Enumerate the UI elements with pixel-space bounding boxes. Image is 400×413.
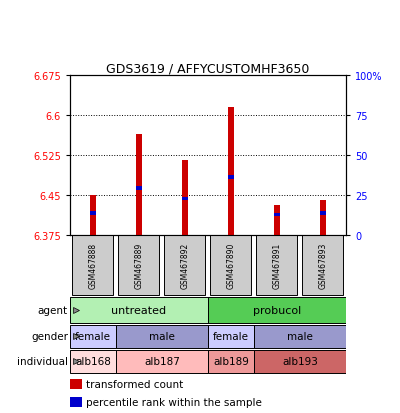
Text: GSM467889: GSM467889: [134, 242, 144, 289]
FancyBboxPatch shape: [208, 297, 346, 323]
FancyBboxPatch shape: [116, 325, 208, 348]
Text: untreated: untreated: [112, 305, 166, 315]
Bar: [90, 212, 96, 216]
FancyBboxPatch shape: [70, 297, 208, 323]
FancyBboxPatch shape: [254, 350, 346, 373]
Bar: [70, 379, 82, 389]
Bar: [274, 213, 280, 217]
Bar: [90, 195, 96, 235]
Text: transformed count: transformed count: [86, 379, 183, 389]
Text: gender: gender: [31, 332, 68, 342]
FancyBboxPatch shape: [256, 235, 297, 296]
Text: GSM467892: GSM467892: [180, 242, 190, 289]
FancyBboxPatch shape: [208, 325, 254, 348]
Text: female: female: [213, 332, 249, 342]
Bar: [320, 201, 326, 235]
FancyBboxPatch shape: [72, 235, 113, 296]
Text: probucol: probucol: [253, 305, 301, 315]
Text: female: female: [75, 332, 111, 342]
Text: alb187: alb187: [144, 356, 180, 366]
Text: GSM467893: GSM467893: [318, 242, 328, 289]
Bar: [228, 176, 234, 180]
FancyBboxPatch shape: [254, 325, 346, 348]
Text: agent: agent: [38, 305, 68, 315]
FancyBboxPatch shape: [208, 350, 254, 373]
Text: GSM467891: GSM467891: [272, 242, 282, 289]
Text: male: male: [287, 332, 313, 342]
FancyBboxPatch shape: [116, 350, 208, 373]
FancyBboxPatch shape: [164, 235, 205, 296]
Text: alb193: alb193: [282, 356, 318, 366]
FancyBboxPatch shape: [70, 350, 116, 373]
Title: GDS3619 / AFFYCUSTOMHF3650: GDS3619 / AFFYCUSTOMHF3650: [106, 62, 310, 75]
Text: percentile rank within the sample: percentile rank within the sample: [86, 397, 262, 407]
Bar: [274, 206, 280, 235]
Text: individual: individual: [17, 356, 68, 366]
FancyBboxPatch shape: [302, 235, 343, 296]
Bar: [320, 212, 326, 216]
Bar: [182, 161, 188, 235]
Bar: [136, 134, 142, 235]
FancyBboxPatch shape: [70, 325, 116, 348]
Text: alb168: alb168: [75, 356, 111, 366]
Text: GSM467888: GSM467888: [88, 242, 98, 289]
FancyBboxPatch shape: [118, 235, 159, 296]
Text: male: male: [149, 332, 175, 342]
Bar: [228, 108, 234, 235]
Text: alb189: alb189: [213, 356, 249, 366]
Bar: [70, 397, 82, 407]
Bar: [182, 197, 188, 201]
FancyBboxPatch shape: [210, 235, 251, 296]
Text: GSM467890: GSM467890: [226, 242, 236, 289]
Bar: [136, 187, 142, 191]
